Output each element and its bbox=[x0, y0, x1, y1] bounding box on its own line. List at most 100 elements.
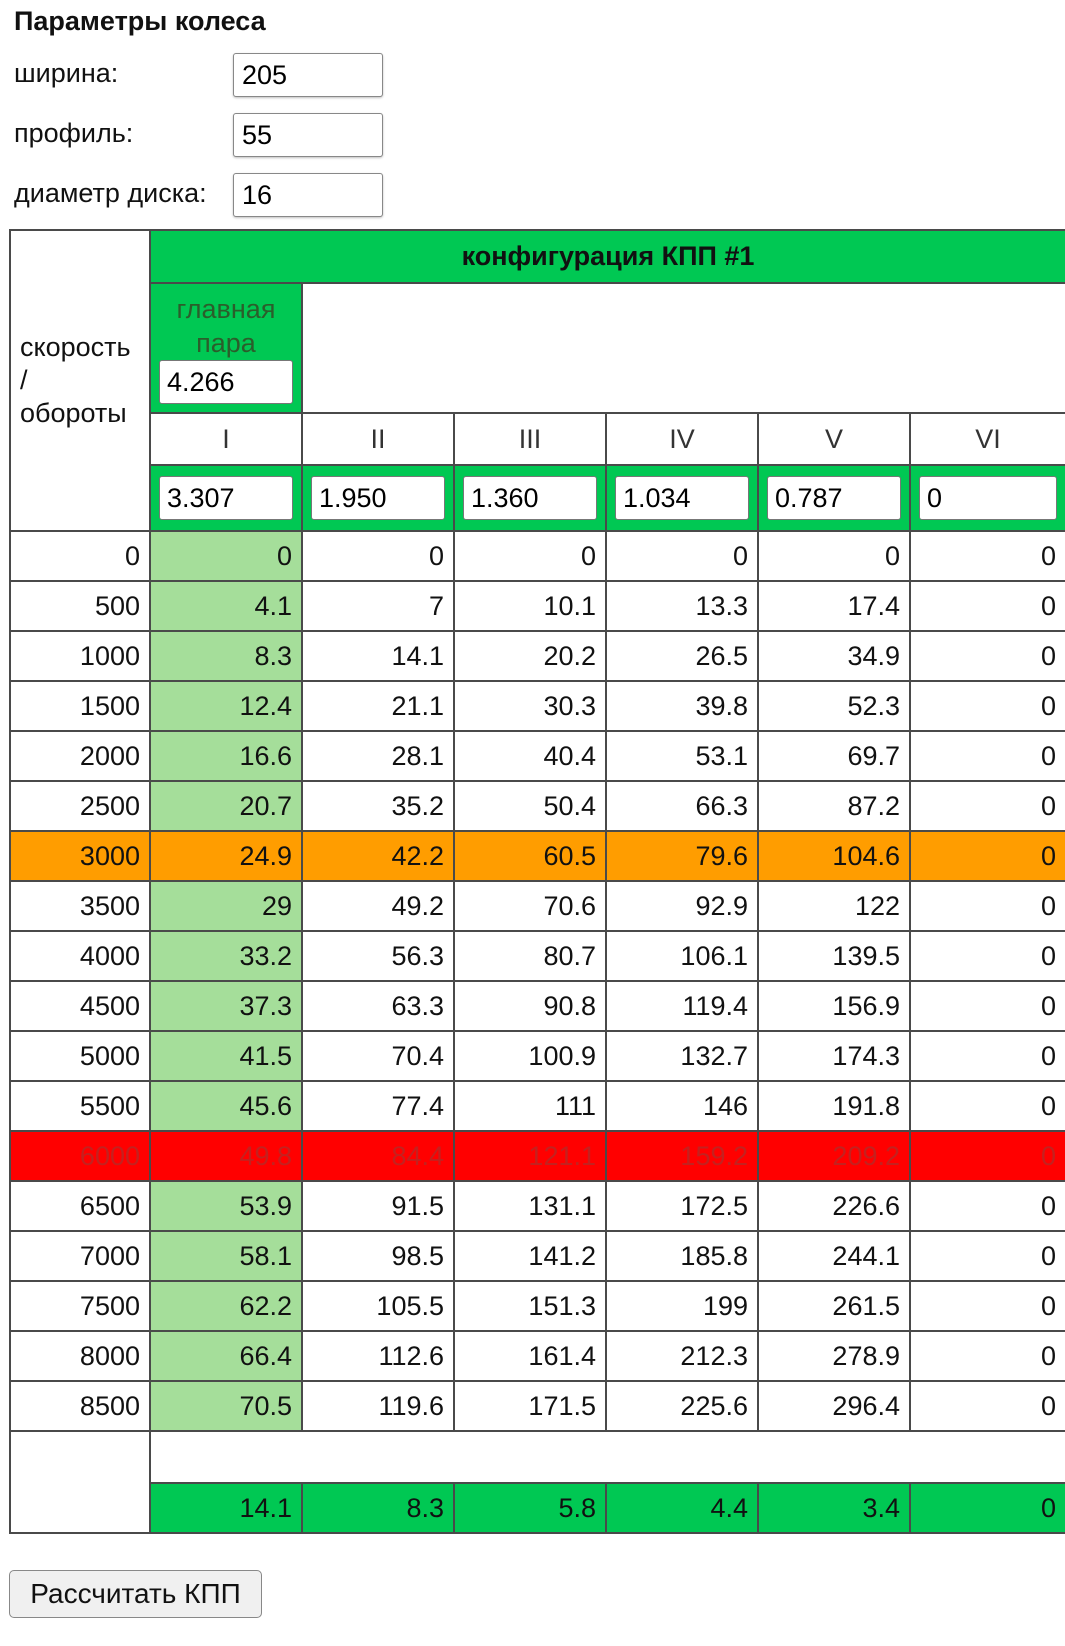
gear-header-4: IV bbox=[605, 412, 759, 466]
total-cell-3: 5.8 bbox=[453, 1482, 607, 1534]
speed-rpm-corner: скорость / обороты bbox=[9, 229, 151, 532]
table-row: 8000 66.4 112.6 161.4 212.3 278.9 0 bbox=[9, 1330, 1065, 1382]
gear-header-6: VI bbox=[908, 412, 1065, 466]
table-row: 6500 53.9 91.5 131.1 172.5 226.6 0 bbox=[9, 1180, 1065, 1232]
speed-cell: 17.4 bbox=[757, 580, 911, 632]
speed-cell: 41.5 bbox=[149, 1030, 303, 1082]
gear-ratio-input-3[interactable] bbox=[463, 476, 597, 520]
speed-cell: 226.6 bbox=[757, 1180, 911, 1232]
speed-cell: 0 bbox=[908, 1080, 1065, 1132]
speed-cell: 91.5 bbox=[301, 1180, 455, 1232]
width-input[interactable] bbox=[233, 53, 383, 97]
speed-cell: 49.8 bbox=[149, 1130, 303, 1182]
speed-cell: 92.9 bbox=[605, 880, 759, 932]
gear-ratio-cell bbox=[605, 464, 759, 532]
speed-cell: 122 bbox=[757, 880, 911, 932]
speed-cell: 29 bbox=[149, 880, 303, 932]
table-row: 1000 8.3 14.1 20.2 26.5 34.9 0 bbox=[9, 630, 1065, 682]
speed-cell: 139.5 bbox=[757, 930, 911, 982]
gear-ratio-input-5[interactable] bbox=[767, 476, 901, 520]
speed-cell: 161.4 bbox=[453, 1330, 607, 1382]
width-label: ширина: bbox=[14, 58, 119, 88]
wheel-params-title: Параметры колеса bbox=[14, 6, 266, 36]
rpm-cell: 5000 bbox=[9, 1030, 151, 1082]
speed-cell: 0 bbox=[908, 980, 1065, 1032]
gear-ratio-cell bbox=[757, 464, 911, 532]
speed-cell: 244.1 bbox=[757, 1230, 911, 1282]
rpm-cell: 7500 bbox=[9, 1280, 151, 1332]
speed-cell: 40.4 bbox=[453, 730, 607, 782]
speed-cell: 0 bbox=[908, 1380, 1065, 1432]
speed-cell: 199 bbox=[605, 1280, 759, 1332]
rpm-cell: 0 bbox=[9, 530, 151, 582]
table-row: 5500 45.6 77.4 111 146 191.8 0 bbox=[9, 1080, 1065, 1132]
speed-cell: 159.2 bbox=[605, 1130, 759, 1182]
rpm-cell: 1000 bbox=[9, 630, 151, 682]
speed-cell: 26.5 bbox=[605, 630, 759, 682]
speed-cell: 14.1 bbox=[301, 630, 455, 682]
speed-cell: 0 bbox=[908, 580, 1065, 632]
speed-cell: 62.2 bbox=[149, 1280, 303, 1332]
speed-cell: 296.4 bbox=[757, 1380, 911, 1432]
speed-cell: 0 bbox=[908, 780, 1065, 832]
table-row: 7500 62.2 105.5 151.3 199 261.5 0 bbox=[9, 1280, 1065, 1332]
speed-cell: 49.2 bbox=[301, 880, 455, 932]
main-pair-input[interactable] bbox=[159, 360, 293, 404]
speed-cell: 79.6 bbox=[605, 830, 759, 882]
speed-cell: 60.5 bbox=[453, 830, 607, 882]
speed-cell: 0 bbox=[605, 530, 759, 582]
gear-ratio-input-6[interactable] bbox=[919, 476, 1058, 520]
speed-cell: 30.3 bbox=[453, 680, 607, 732]
calculate-gearbox-button[interactable]: Рассчитать КПП bbox=[9, 1570, 262, 1618]
speed-cell: 111 bbox=[453, 1080, 607, 1132]
rpm-cell: 4000 bbox=[9, 930, 151, 982]
total-cell-6: 0 bbox=[908, 1482, 1065, 1534]
speed-cell: 0 bbox=[908, 730, 1065, 782]
speed-cell: 35.2 bbox=[301, 780, 455, 832]
table-row: 2500 20.7 35.2 50.4 66.3 87.2 0 bbox=[9, 780, 1065, 832]
speed-cell: 146 bbox=[605, 1080, 759, 1132]
gear-header-3: III bbox=[453, 412, 607, 466]
rpm-cell: 8000 bbox=[9, 1330, 151, 1382]
speed-cell: 34.9 bbox=[757, 630, 911, 682]
total-cell-5: 3.4 bbox=[757, 1482, 911, 1534]
speed-cell: 0 bbox=[757, 530, 911, 582]
corner-label-rpm: обороты bbox=[20, 398, 127, 428]
gear-ratio-input-4[interactable] bbox=[615, 476, 749, 520]
speed-cell: 10.1 bbox=[453, 580, 607, 632]
speed-cell: 70.5 bbox=[149, 1380, 303, 1432]
speed-cell: 84.4 bbox=[301, 1130, 455, 1182]
speed-cell: 7 bbox=[301, 580, 455, 632]
diameter-input[interactable] bbox=[233, 173, 383, 217]
speed-cell: 112.6 bbox=[301, 1330, 455, 1382]
speed-cell: 0 bbox=[908, 1330, 1065, 1382]
speed-cell: 45.6 bbox=[149, 1080, 303, 1132]
speed-cell: 0 bbox=[149, 530, 303, 582]
totals-row: 14.1 8.3 5.8 4.4 3.4 0 bbox=[10, 1482, 1065, 1534]
speed-cell: 174.3 bbox=[757, 1030, 911, 1082]
profile-input[interactable] bbox=[233, 113, 383, 157]
speed-cell: 212.3 bbox=[605, 1330, 759, 1382]
speed-cell: 119.6 bbox=[301, 1380, 455, 1432]
table-row: 6000 49.8 84.4 121.1 159.2 209.2 0 bbox=[9, 1130, 1065, 1182]
corner-label-slash: / bbox=[20, 365, 28, 395]
speed-cell: 261.5 bbox=[757, 1280, 911, 1332]
table-row: 2000 16.6 28.1 40.4 53.1 69.7 0 bbox=[9, 730, 1065, 782]
speed-cell: 98.5 bbox=[301, 1230, 455, 1282]
gear-header-5: V bbox=[757, 412, 911, 466]
rpm-cell: 8500 bbox=[9, 1380, 151, 1432]
speed-cell: 0 bbox=[453, 530, 607, 582]
table-row: 4500 37.3 63.3 90.8 119.4 156.9 0 bbox=[9, 980, 1065, 1032]
gear-ratio-input-2[interactable] bbox=[311, 476, 445, 520]
table-row: 7000 58.1 98.5 141.2 185.8 244.1 0 bbox=[9, 1230, 1065, 1282]
speed-cell: 56.3 bbox=[301, 930, 455, 982]
gear-header-2: II bbox=[301, 412, 455, 466]
speed-cell: 131.1 bbox=[453, 1180, 607, 1232]
rpm-cell: 2500 bbox=[9, 780, 151, 832]
gearbox-table: скорость / обороты конфигурация КПП #1 г… bbox=[9, 229, 1065, 1534]
gear-ratio-input-1[interactable] bbox=[159, 476, 293, 520]
speed-cell: 0 bbox=[908, 1130, 1065, 1182]
speed-cell: 42.2 bbox=[301, 830, 455, 882]
speed-cell: 0 bbox=[908, 1280, 1065, 1332]
rpm-cell: 2000 bbox=[9, 730, 151, 782]
